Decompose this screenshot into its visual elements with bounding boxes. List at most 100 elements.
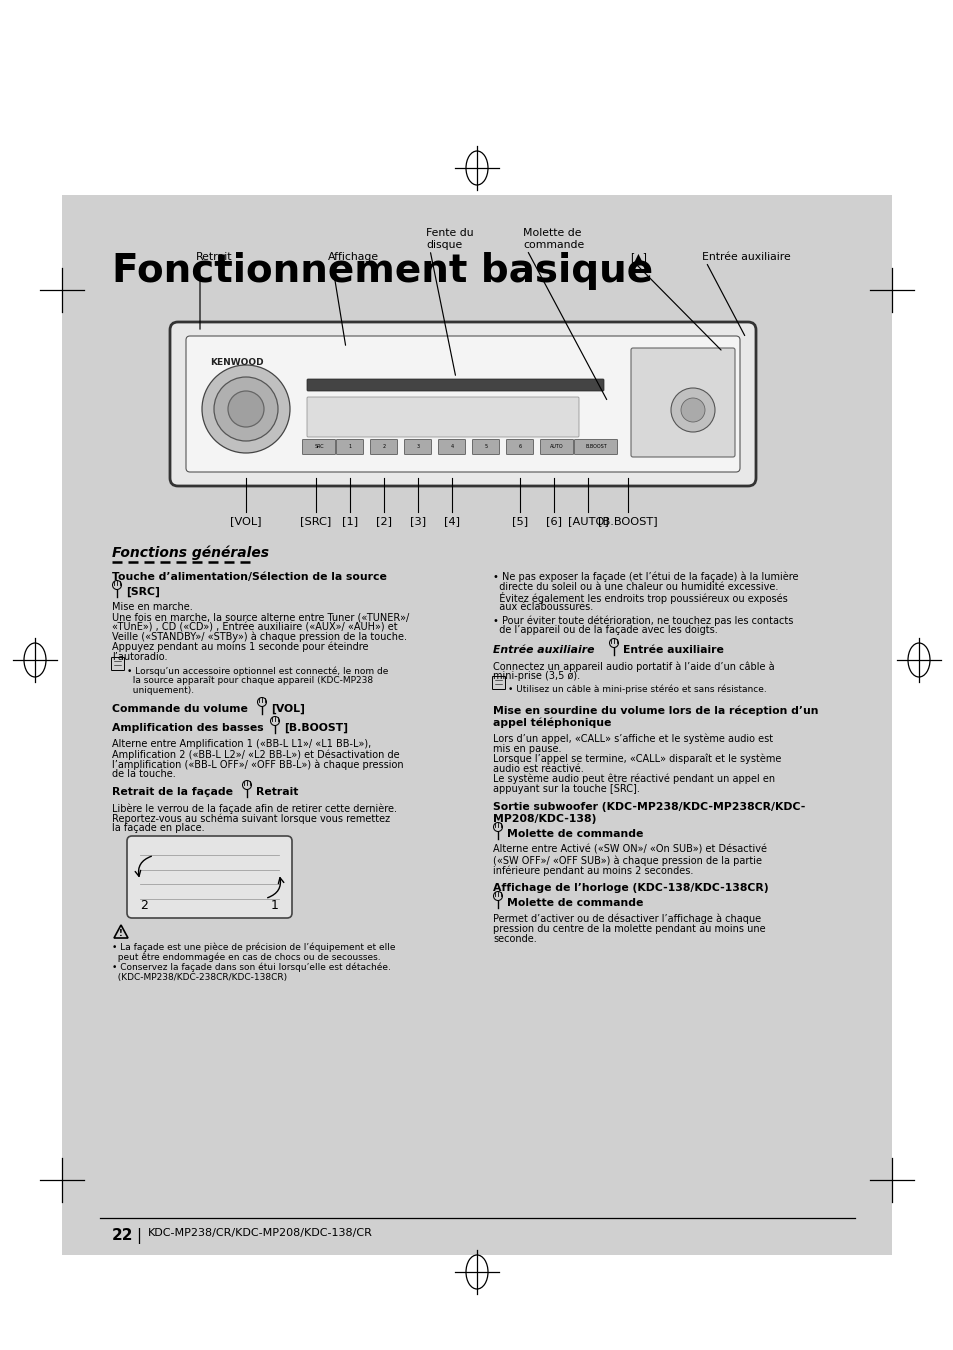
Text: Entrée auxiliaire: Entrée auxiliaire	[493, 645, 594, 655]
Text: Fente du
disque: Fente du disque	[426, 228, 473, 250]
FancyBboxPatch shape	[404, 440, 431, 455]
Text: mis en pause.: mis en pause.	[493, 744, 561, 755]
Text: appel téléphonique: appel téléphonique	[493, 717, 611, 728]
Text: SRC: SRC	[314, 444, 323, 450]
Text: pression du centre de la molette pendant au moins une: pression du centre de la molette pendant…	[493, 923, 765, 934]
FancyBboxPatch shape	[540, 440, 573, 455]
Text: peut être endommagée en cas de chocs ou de secousses.: peut être endommagée en cas de chocs ou …	[112, 953, 380, 963]
FancyBboxPatch shape	[186, 336, 740, 472]
FancyBboxPatch shape	[170, 323, 755, 486]
Text: appuyant sur la touche [SRC].: appuyant sur la touche [SRC].	[493, 784, 639, 794]
Text: Molette de
commande: Molette de commande	[522, 228, 583, 250]
Text: 4: 4	[450, 444, 453, 450]
Text: KDC-MP238/CR/KDC-MP208/KDC-138/CR: KDC-MP238/CR/KDC-MP208/KDC-138/CR	[148, 1228, 373, 1238]
Text: 2: 2	[382, 444, 385, 450]
FancyBboxPatch shape	[438, 440, 465, 455]
FancyBboxPatch shape	[370, 440, 397, 455]
Text: AUTO: AUTO	[550, 444, 563, 450]
Text: [AUTO]: [AUTO]	[567, 516, 608, 526]
Circle shape	[670, 387, 714, 432]
Text: 22: 22	[112, 1228, 133, 1243]
Text: Touche d’alimentation/Sélection de la source: Touche d’alimentation/Sélection de la so…	[112, 572, 387, 582]
Text: [2]: [2]	[375, 516, 392, 526]
Text: [▲]: [▲]	[629, 252, 646, 262]
Text: Le système audio peut être réactivé pendant un appel en: Le système audio peut être réactivé pend…	[493, 774, 774, 784]
Text: Amplification des basses: Amplification des basses	[112, 724, 263, 733]
Text: Affichage de l’horloge (KDC-138/KDC-138CR): Affichage de l’horloge (KDC-138/KDC-138C…	[493, 883, 768, 892]
Text: uniquement).: uniquement).	[127, 686, 193, 695]
FancyBboxPatch shape	[336, 440, 363, 455]
Text: [3]: [3]	[410, 516, 426, 526]
Text: Molette de commande: Molette de commande	[506, 898, 642, 909]
Text: B.BOOST: B.BOOST	[584, 444, 606, 450]
Text: audio est réactivé.: audio est réactivé.	[493, 764, 583, 774]
FancyBboxPatch shape	[307, 397, 578, 437]
Text: Appuyez pendant au moins 1 seconde pour éteindre: Appuyez pendant au moins 1 seconde pour …	[112, 643, 368, 652]
Text: Retrait: Retrait	[255, 787, 298, 796]
Text: • Lorsqu’un accessoire optionnel est connecté, le nom de: • Lorsqu’un accessoire optionnel est con…	[127, 666, 388, 675]
FancyBboxPatch shape	[472, 440, 499, 455]
Text: Retrait: Retrait	[195, 252, 233, 262]
Text: Lorsque l’appel se termine, «CALL» disparaît et le système: Lorsque l’appel se termine, «CALL» dispa…	[493, 755, 781, 764]
Text: («SW OFF»/ «OFF SUB») à chaque pression de la partie: («SW OFF»/ «OFF SUB») à chaque pression …	[493, 855, 761, 865]
Text: • Conservez la façade dans son étui lorsqu’elle est détachée.: • Conservez la façade dans son étui lors…	[112, 963, 391, 972]
Text: [VOL]: [VOL]	[271, 703, 305, 714]
FancyBboxPatch shape	[307, 379, 603, 391]
Circle shape	[213, 377, 277, 441]
Text: 5: 5	[484, 444, 487, 450]
Text: [5]: [5]	[512, 516, 528, 526]
Text: Évitez également les endroits trop poussiéreux ou exposés: Évitez également les endroits trop pouss…	[493, 593, 787, 603]
Text: 3: 3	[416, 444, 419, 450]
Text: (KDC-MP238/KDC-238CR/KDC-138CR): (KDC-MP238/KDC-238CR/KDC-138CR)	[112, 973, 287, 981]
FancyBboxPatch shape	[127, 836, 292, 918]
Text: [SRC]: [SRC]	[300, 516, 332, 526]
Text: Mise en marche.: Mise en marche.	[112, 602, 193, 612]
Text: 1: 1	[271, 899, 278, 913]
Text: [VOL]: [VOL]	[230, 516, 261, 526]
Text: Reportez-vous au schéma suivant lorsque vous remettez: Reportez-vous au schéma suivant lorsque …	[112, 813, 390, 823]
Text: Alterne entre Activé («SW ON»/ «On SUB») et Désactivé: Alterne entre Activé («SW ON»/ «On SUB»)…	[493, 845, 766, 855]
Text: [4]: [4]	[443, 516, 459, 526]
Text: !: !	[119, 929, 123, 937]
Text: • Utilisez un câble à mini-prise stéréo et sans résistance.: • Utilisez un câble à mini-prise stéréo …	[507, 684, 766, 694]
FancyBboxPatch shape	[506, 440, 533, 455]
Text: mini-prise (3,5 ø).: mini-prise (3,5 ø).	[493, 671, 579, 680]
Text: KENWOOD: KENWOOD	[210, 358, 263, 367]
Text: MP208/KDC-138): MP208/KDC-138)	[493, 814, 596, 824]
Text: de l’appareil ou de la façade avec les doigts.: de l’appareil ou de la façade avec les d…	[493, 625, 717, 634]
Bar	[62, 194, 891, 1256]
Text: Permet d’activer ou de désactiver l’affichage à chaque: Permet d’activer ou de désactiver l’affi…	[493, 914, 760, 925]
Circle shape	[680, 398, 704, 423]
FancyBboxPatch shape	[574, 440, 617, 455]
Text: Veille («STANDBY»/ «STBy») à chaque pression de la touche.: Veille («STANDBY»/ «STBy») à chaque pres…	[112, 632, 407, 643]
Text: Commande du volume: Commande du volume	[112, 703, 248, 714]
Text: la source apparaît pour chaque appareil (KDC-MP238: la source apparaît pour chaque appareil …	[127, 676, 373, 684]
Circle shape	[202, 364, 290, 454]
Text: Mise en sourdine du volume lors de la réception d’un: Mise en sourdine du volume lors de la ré…	[493, 705, 818, 716]
Text: • Pour éviter toute détérioration, ne touchez pas les contacts: • Pour éviter toute détérioration, ne to…	[493, 616, 793, 625]
Text: inférieure pendant au moins 2 secondes.: inférieure pendant au moins 2 secondes.	[493, 865, 693, 876]
FancyBboxPatch shape	[630, 348, 734, 458]
Text: Alterne entre Amplification 1 («BB-L L1»/ «L1 BB-L»),: Alterne entre Amplification 1 («BB-L L1»…	[112, 738, 371, 749]
Text: Fonctions générales: Fonctions générales	[112, 545, 269, 560]
Text: de la touche.: de la touche.	[112, 769, 175, 779]
Text: [SRC]: [SRC]	[126, 587, 160, 597]
Text: [6]: [6]	[545, 516, 561, 526]
Text: l’autoradio.: l’autoradio.	[112, 652, 168, 662]
Text: Connectez un appareil audio portatif à l’aide d’un câble à: Connectez un appareil audio portatif à l…	[493, 662, 774, 671]
Text: la façade en place.: la façade en place.	[112, 824, 204, 833]
Text: directe du soleil ou à une chaleur ou humidité excessive.: directe du soleil ou à une chaleur ou hu…	[493, 582, 778, 593]
Text: [B.BOOST]: [B.BOOST]	[284, 724, 348, 733]
Text: [1]: [1]	[341, 516, 357, 526]
Text: [B.BOOST]: [B.BOOST]	[598, 516, 658, 526]
Text: • Ne pas exposer la façade (et l’étui de la façade) à la lumière: • Ne pas exposer la façade (et l’étui de…	[493, 572, 798, 582]
Text: «TUnE») , CD («CD») , Entrée auxiliaire («AUX»/ «AUH») et: «TUnE») , CD («CD») , Entrée auxiliaire …	[112, 622, 397, 632]
Text: Fonctionnement basique: Fonctionnement basique	[112, 252, 653, 290]
Text: |: |	[136, 1228, 141, 1243]
Text: Affichage: Affichage	[328, 252, 378, 262]
Text: Retrait de la façade: Retrait de la façade	[112, 787, 233, 796]
Text: l’amplification («BB-L OFF»/ «OFF BB-L») à chaque pression: l’amplification («BB-L OFF»/ «OFF BB-L»)…	[112, 759, 403, 769]
Text: • La façade est une pièce de précision de l’équipement et elle: • La façade est une pièce de précision d…	[112, 944, 395, 953]
Text: 1: 1	[348, 444, 352, 450]
Text: aux éclaboussures.: aux éclaboussures.	[493, 602, 593, 612]
